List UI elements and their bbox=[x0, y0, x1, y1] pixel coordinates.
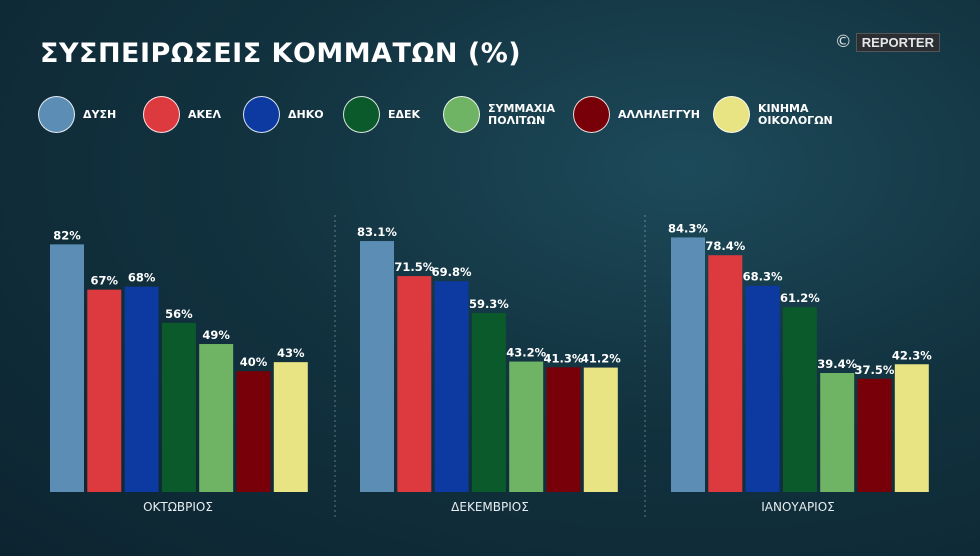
data-label: 82% bbox=[53, 228, 81, 242]
data-label: 41.2% bbox=[581, 352, 621, 366]
bar bbox=[583, 367, 618, 492]
legend-item: ΣΥΜΜΑΧΙΑ ΠΟΛΙΤΩΝ bbox=[443, 96, 555, 133]
bar bbox=[782, 307, 817, 492]
legend-item: ΔΗΚΟ bbox=[243, 96, 324, 133]
legend-label: ΕΔΕΚ bbox=[388, 107, 421, 121]
bar bbox=[546, 367, 581, 492]
legend-item: ΕΔΕΚ bbox=[343, 96, 420, 133]
category-label: ΔΕΚΕΜΒΡΙΟΣ bbox=[451, 500, 529, 514]
bar bbox=[820, 373, 855, 492]
bar bbox=[434, 281, 469, 492]
data-label: 40% bbox=[240, 355, 268, 369]
data-label: 71.5% bbox=[394, 260, 434, 274]
legend-item: ΔΥΣΗ bbox=[38, 96, 116, 133]
legend-swatch bbox=[243, 96, 280, 133]
copyright-icon: © bbox=[834, 32, 852, 52]
legend-swatch bbox=[443, 96, 480, 133]
data-label: 61.2% bbox=[780, 291, 820, 305]
legend-label: ΔΗΚΟ bbox=[288, 107, 324, 121]
data-label: 69.8% bbox=[432, 265, 472, 279]
data-label: 43% bbox=[277, 346, 305, 360]
bar bbox=[273, 362, 308, 492]
bar bbox=[708, 255, 743, 492]
legend: ΔΥΣΗ ΑΚΕΛ ΔΗΚΟ ΕΔΕΚ ΣΥΜΜΑΧΙΑ ΠΟΛΙΤΩΝ ΑΛΛΗΛΕΓΓ… bbox=[38, 96, 958, 138]
legend-swatch bbox=[343, 96, 380, 133]
data-label: 67% bbox=[91, 274, 119, 288]
data-label: 41.3% bbox=[544, 351, 584, 365]
bar bbox=[50, 244, 84, 492]
data-label: 56% bbox=[165, 307, 193, 321]
legend-label: ΚΙΝΗΜΑ ΟΙΚΟΛΟΓΩΝ bbox=[758, 101, 833, 127]
data-label: 84.3% bbox=[668, 221, 708, 235]
credit-watermark: © REPORTER bbox=[835, 32, 940, 52]
bar bbox=[236, 371, 271, 492]
reporter-logo: REPORTER bbox=[855, 32, 940, 52]
data-label: 42.3% bbox=[892, 348, 932, 362]
bar bbox=[161, 322, 196, 492]
data-label: 37.5% bbox=[855, 363, 895, 377]
legend-label: ΣΥΜΜΑΧΙΑ ΠΟΛΙΤΩΝ bbox=[488, 101, 555, 127]
bar bbox=[509, 361, 544, 492]
data-label: 68.3% bbox=[743, 270, 783, 284]
bar bbox=[471, 312, 506, 492]
bar bbox=[397, 276, 432, 492]
legend-item: ΑΚΕΛ bbox=[143, 96, 221, 133]
legend-item: ΚΙΝΗΜΑ ΟΙΚΟΛΟΓΩΝ bbox=[713, 96, 833, 133]
bar bbox=[199, 344, 234, 492]
data-label: 83.1% bbox=[357, 225, 397, 239]
legend-swatch bbox=[573, 96, 610, 133]
data-label: 39.4% bbox=[817, 357, 857, 371]
bar bbox=[745, 285, 780, 492]
category-label: ΙΑΝΟΥΑΡΙΟΣ bbox=[761, 500, 835, 514]
data-label: 68% bbox=[128, 271, 156, 285]
bar bbox=[87, 289, 122, 492]
legend-swatch bbox=[143, 96, 180, 133]
data-label: 78.4% bbox=[705, 239, 745, 253]
legend-label: ΔΥΣΗ bbox=[83, 107, 117, 121]
chart-title: ΣΥΣΠΕΙΡΩΣΕΙΣ ΚΟΜΜΑΤΩΝ (%) bbox=[40, 38, 522, 69]
bar bbox=[360, 241, 394, 492]
legend-label: ΑΛΛΗΛΕΓΓΥΗ bbox=[618, 107, 700, 121]
legend-item: ΑΛΛΗΛΕΓΓΥΗ bbox=[573, 96, 700, 133]
legend-swatch bbox=[713, 96, 750, 133]
bar bbox=[894, 364, 929, 492]
data-label: 59.3% bbox=[469, 297, 509, 311]
bar bbox=[857, 378, 892, 492]
bar bbox=[124, 286, 159, 492]
data-label: 49% bbox=[202, 328, 230, 342]
legend-swatch bbox=[38, 96, 75, 133]
bar bbox=[671, 237, 705, 492]
category-label: ΟΚΤΩΒΡΙΟΣ bbox=[143, 500, 213, 514]
legend-label: ΑΚΕΛ bbox=[188, 107, 222, 121]
data-label: 43.2% bbox=[506, 346, 546, 360]
